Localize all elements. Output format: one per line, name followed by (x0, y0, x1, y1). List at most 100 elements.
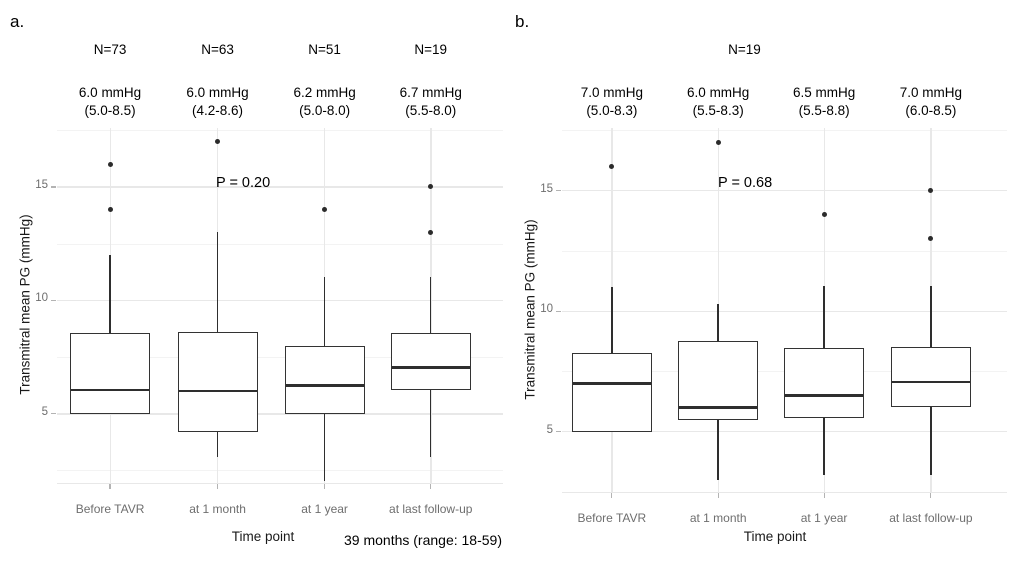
y-tick-mark (51, 299, 56, 302)
x-axis-title: Time point (231, 529, 295, 544)
y-tick-mark (51, 413, 56, 415)
gridline-major-y (57, 413, 503, 415)
n-count-label: N=73 (93, 42, 127, 57)
median-line (679, 406, 758, 409)
whisker-lower (930, 407, 932, 475)
followup-duration-note: 39 months (range: 18-59) (344, 532, 502, 548)
y-tick-mark (51, 186, 56, 188)
whisker-upper (430, 276, 432, 334)
stat-annotation: 6.7 mmHg (5.5-8.0) (399, 85, 462, 118)
median-line (285, 384, 364, 387)
x-tick-label: at 1 year (800, 511, 848, 525)
outlier-dot (928, 236, 934, 242)
x-tick-label: at last follow-up (889, 511, 973, 525)
outlier-dot (928, 188, 934, 194)
outlier-dot (107, 207, 113, 213)
whisker-upper (717, 303, 719, 342)
x-tick-mark (611, 493, 613, 498)
median-line (572, 382, 651, 385)
p-value-label: P = 0.20 (216, 175, 271, 191)
outlier-dot (107, 161, 113, 167)
x-tick-label: at 1 year (301, 502, 348, 516)
box (177, 332, 258, 432)
median-line (891, 380, 970, 384)
stat-annotation: 7.0 mmHg (6.0-8.5) (899, 85, 963, 118)
gridline-major-y (57, 299, 503, 302)
n-count-label: N=51 (308, 42, 341, 57)
x-tick-label: Before TAVR (75, 502, 145, 516)
median-line (178, 389, 257, 393)
box (70, 333, 151, 414)
box (284, 345, 365, 414)
x-tick-mark (430, 484, 432, 489)
gridline-minor-y (57, 243, 503, 245)
outlier-dot (609, 164, 615, 170)
box (571, 353, 652, 432)
x-tick-mark (216, 484, 219, 489)
stat-annotation: 6.5 mmHg (5.5-8.8) (792, 85, 856, 118)
plot-area (57, 128, 503, 484)
gridline-major-y (562, 431, 1007, 433)
whisker-upper (216, 232, 219, 333)
stat-annotation: 6.0 mmHg (5.0-8.5) (78, 85, 142, 118)
gridline-major-y (562, 310, 1007, 312)
y-tick-label: 5 (41, 405, 48, 418)
y-axis-title: Transmitral mean PG (mmHg) (17, 214, 33, 395)
stat-annotation: 6.2 mmHg (5.0-8.0) (293, 85, 356, 118)
whisker-upper (930, 285, 932, 348)
outlier-dot (215, 139, 221, 145)
x-tick-mark (823, 493, 825, 498)
whisker-upper (109, 254, 111, 334)
outlier-dot (821, 212, 827, 218)
y-tick-label: 15 (540, 182, 553, 195)
box (784, 348, 865, 419)
whisker-lower (430, 389, 432, 457)
y-tick-mark (556, 190, 561, 192)
whisker-upper (611, 287, 613, 354)
x-tick-label: at last follow-up (389, 502, 473, 516)
gridline-minor-y (562, 250, 1007, 252)
outlier-dot (428, 184, 434, 190)
x-tick-mark (930, 493, 932, 498)
gridline-major-y (57, 186, 503, 188)
x-tick-mark (717, 493, 719, 498)
median-line (785, 394, 864, 397)
stat-annotation: 7.0 mmHg (5.0-8.3) (580, 85, 643, 118)
whisker-lower (717, 419, 719, 480)
panel-label: b. (515, 12, 530, 31)
gridline-minor-y (562, 130, 1007, 132)
x-tick-label: Before TAVR (577, 511, 647, 525)
stat-annotation: 6.0 mmHg (4.2-8.6) (186, 85, 249, 118)
plot-area (562, 128, 1007, 493)
y-tick-label: 15 (35, 178, 48, 191)
stat-annotation: 6.0 mmHg (5.5-8.3) (687, 85, 750, 118)
x-tick-mark (324, 484, 326, 489)
y-tick-mark (556, 310, 561, 312)
whisker-lower (216, 431, 219, 457)
outlier-dot (322, 207, 328, 213)
gridline-minor-y (57, 470, 503, 472)
x-axis-line (562, 492, 1007, 494)
n-count-label: N=19 (728, 42, 761, 57)
panel-label: a. (10, 12, 25, 31)
y-tick-label: 10 (35, 292, 48, 305)
p-value-label: P = 0.68 (718, 175, 773, 191)
n-count-label: N=19 (414, 42, 448, 57)
gridline-major-y (562, 190, 1007, 192)
y-tick-label: 10 (540, 303, 553, 316)
x-axis-line (57, 483, 503, 485)
whisker-upper (323, 276, 326, 346)
x-tick-label: at 1 month (189, 502, 246, 516)
box (890, 347, 971, 408)
x-tick-mark (109, 484, 111, 489)
n-count-label: N=63 (201, 42, 234, 57)
whisker-upper (823, 285, 825, 349)
whisker-lower (323, 413, 326, 481)
median-line (391, 365, 470, 369)
x-tick-label: at 1 month (689, 511, 747, 525)
y-tick-mark (556, 431, 561, 433)
x-axis-title: Time point (743, 529, 807, 544)
outlier-dot (428, 229, 434, 235)
y-tick-label: 5 (546, 423, 553, 436)
